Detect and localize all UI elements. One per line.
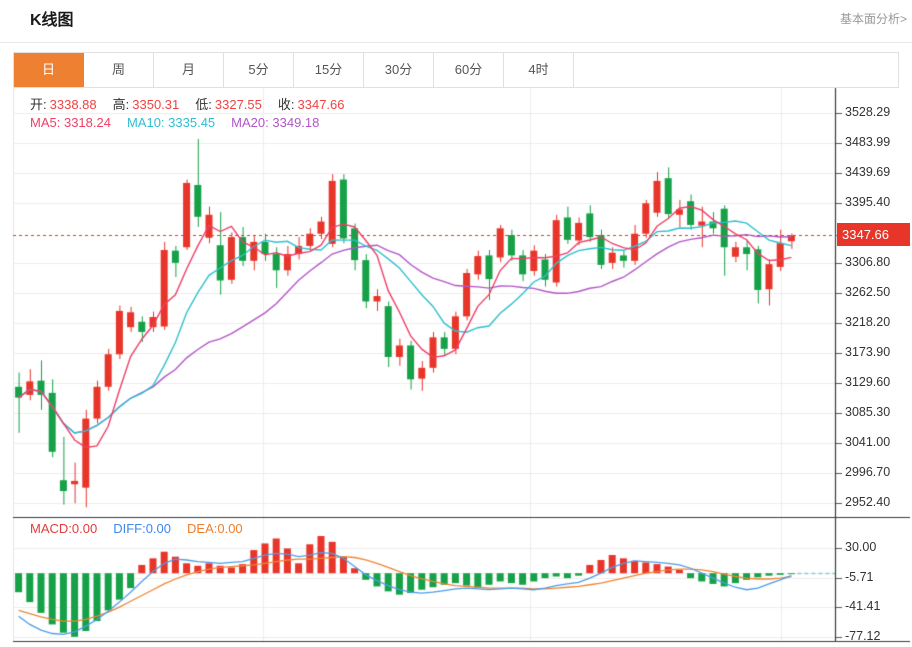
ohlc-readout: 开: 3338.88 高: 3350.31 低: 3327.55 收: 3347.66 bbox=[30, 94, 345, 113]
period-tabbar: 日 周 月 5分 15分 30分 60分 4时 bbox=[13, 52, 899, 88]
tab-month[interactable]: 月 bbox=[154, 53, 224, 87]
dea-value-readout: DEA:0.00 bbox=[187, 521, 243, 536]
tab-week[interactable]: 周 bbox=[84, 53, 154, 87]
ma20-readout: MA20: 3349.18 bbox=[231, 115, 320, 130]
open-readout: 开: 3338.88 bbox=[30, 97, 97, 112]
page-title: K线图 bbox=[30, 12, 74, 29]
tab-day[interactable]: 日 bbox=[14, 53, 84, 87]
tabbar-filler bbox=[574, 53, 898, 87]
high-readout: 高: 3350.31 bbox=[112, 97, 180, 112]
macd-axis-label: -5.71 bbox=[845, 569, 874, 584]
price-axis-label: 3173.90 bbox=[845, 344, 891, 359]
diff-value-readout: DIFF:0.00 bbox=[113, 521, 172, 536]
price-axis-label: 3218.20 bbox=[845, 314, 891, 329]
tab-5min[interactable]: 5分 bbox=[224, 53, 294, 87]
fundamental-analysis-link[interactable]: 基本面分析> bbox=[839, 12, 907, 26]
price-axis-label: 3262.50 bbox=[845, 284, 891, 299]
tab-4hour[interactable]: 4时 bbox=[504, 53, 574, 87]
tab-30min[interactable]: 30分 bbox=[364, 53, 434, 87]
price-axis-label: 2952.40 bbox=[845, 494, 891, 509]
macd-axis-label: 30.00 bbox=[845, 540, 877, 555]
ma-readout: MA5: 3318.24 MA10: 3335.45 MA20: 3349.18 bbox=[30, 115, 319, 130]
price-axis-label: 3483.99 bbox=[845, 134, 891, 149]
macd-value-readout: MACD:0.00 bbox=[30, 521, 98, 536]
price-axis-label: 3528.29 bbox=[845, 104, 891, 119]
macd-axis-label: -41.41 bbox=[845, 599, 881, 614]
title-divider bbox=[0, 42, 912, 43]
macd-readout: MACD:0.00 DIFF:0.00 DEA:0.00 bbox=[30, 521, 243, 536]
price-axis-label: 3306.80 bbox=[845, 254, 891, 269]
price-axis-label: 3395.40 bbox=[845, 194, 891, 209]
ma5-readout: MA5: 3318.24 bbox=[30, 115, 111, 130]
tab-60min[interactable]: 60分 bbox=[434, 53, 504, 87]
price-axis-label: 2996.70 bbox=[845, 464, 891, 479]
close-readout: 收: 3347.66 bbox=[277, 97, 345, 112]
low-readout: 低: 3327.55 bbox=[195, 97, 262, 112]
price-axis-label: 3129.60 bbox=[845, 374, 891, 389]
ma10-readout: MA10: 3335.45 bbox=[126, 115, 216, 130]
macd-axis-label: -77.12 bbox=[845, 628, 881, 643]
current-price-badge: 3347.66 bbox=[837, 223, 910, 247]
tab-15min[interactable]: 15分 bbox=[294, 53, 364, 87]
price-axis-label: 3041.00 bbox=[845, 434, 891, 449]
price-axis-label: 3085.30 bbox=[845, 404, 891, 419]
price-axis-label: 3439.69 bbox=[845, 164, 891, 179]
